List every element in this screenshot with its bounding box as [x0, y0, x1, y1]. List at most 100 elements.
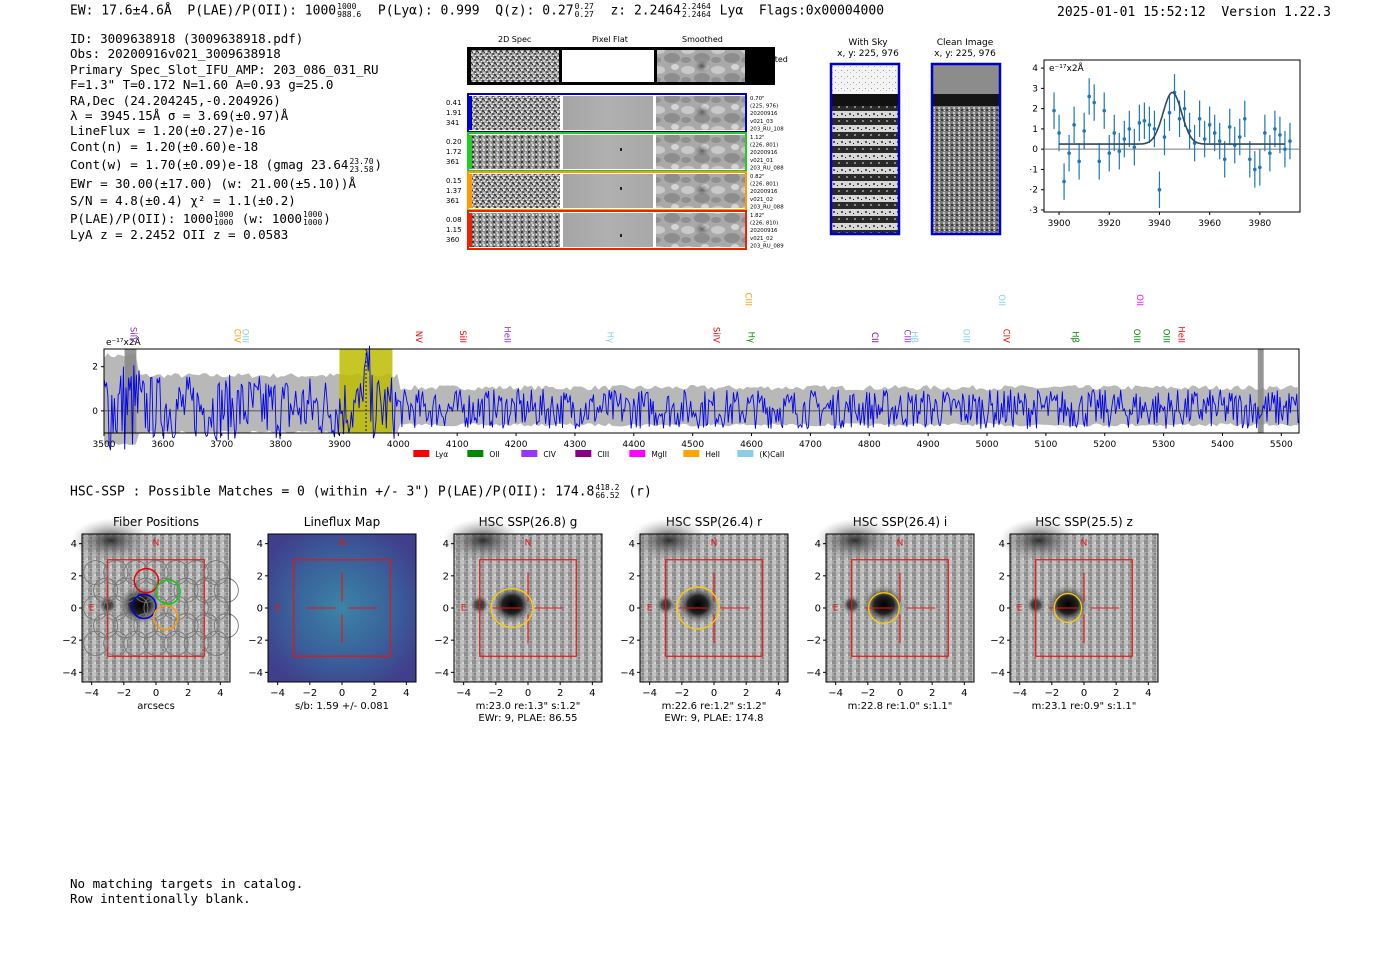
clean-image	[930, 62, 1002, 236]
fiber-circle	[83, 630, 109, 656]
compass-north: N	[711, 538, 718, 548]
cutout-col-smooth: Smoothed	[682, 35, 723, 44]
fiber-circle	[213, 613, 239, 639]
zoom-point	[1127, 127, 1132, 131]
clean-image-title: Clean Image x, y: 225, 976	[934, 38, 996, 59]
cutout-row-weight: 341	[446, 119, 459, 127]
spectrum-xtick-label: 3600	[151, 440, 174, 450]
zoom-frame	[1043, 59, 1301, 213]
spectrum-line-label: OIII	[1131, 329, 1141, 343]
spectrum-noise-envelope	[104, 353, 1298, 446]
zoom-ytick-label: −3	[1030, 206, 1038, 216]
zoom-fit-curve	[1059, 91, 1285, 145]
spectrum-xtick-label: 4100	[446, 440, 469, 450]
zoom-point	[1092, 100, 1096, 105]
zoom-point	[1052, 108, 1056, 113]
spectrum-legend-swatch	[575, 450, 592, 457]
zoom-ytick-label: 1	[1032, 125, 1038, 135]
spectrum-line-label: CII	[869, 332, 879, 343]
spectrum-line-label: OII	[1134, 294, 1144, 306]
cutout-col-flat: Pixel Flat	[592, 35, 628, 44]
info-id: ID: 3009638918 (3009638918.pdf)	[70, 31, 304, 46]
compass-north: N	[525, 538, 532, 548]
fiber-circle	[203, 560, 229, 586]
panel-ytick-label: −2	[620, 636, 635, 647]
compass-north: N	[897, 538, 904, 548]
spectrum-line-label: OII	[996, 294, 1006, 306]
aperture-box	[1035, 559, 1133, 657]
zoom-point	[1227, 125, 1232, 129]
panel-xtick-label: −2	[302, 688, 317, 699]
cutout-row-label: 203_RU_089	[750, 243, 784, 249]
spectrum-line-label: NV	[413, 331, 423, 343]
cutout-row-label: 1.82"	[750, 213, 764, 219]
panel-xtick-label: 2	[371, 688, 377, 699]
cutout-row-weight: 1.15	[446, 226, 462, 234]
source-ellipse	[867, 592, 900, 624]
spectrum-unit-label: e⁻¹⁷x2Å	[106, 336, 142, 348]
zoom-xtick-label: 3960	[1198, 219, 1221, 229]
fiber-circle	[123, 560, 149, 586]
neighbor-source	[442, 518, 523, 563]
compass-east: E	[275, 603, 281, 613]
panel-caption: m:22.8 re:1.0" s:1.1"	[848, 701, 953, 712]
panel-caption: arcsecs	[137, 701, 175, 712]
cutout-row-label: (226, 801)	[750, 182, 778, 188]
info-lambda: λ = 3945.15Å σ = 3.69(±0.97)Å	[70, 108, 289, 124]
header-qz: Q(z): 0.27	[495, 3, 574, 19]
spectrum-mask-left	[124, 349, 137, 433]
cutout-row-3: 0.15 1.37 361 0.82" (226, 801)20200916 v021_0…	[446, 171, 784, 211]
cutout-row-label: v021_03	[750, 119, 773, 125]
cutout-row-label: 20200916	[750, 111, 778, 117]
panel-xtick-label: −2	[116, 688, 131, 699]
panel-xtick-label: −4	[84, 688, 99, 699]
panel-xtick-label: 4	[775, 688, 781, 699]
zoom-point	[1263, 131, 1267, 135]
cutout-row-label: v021_02	[750, 197, 773, 203]
fiber-circle	[163, 560, 189, 586]
fiber-circle	[103, 595, 129, 621]
spectrum-legend-label: CIV	[543, 450, 556, 459]
spectrum-xtick-label: 4800	[858, 440, 881, 450]
zoom-point	[1097, 159, 1102, 164]
target-source	[489, 584, 534, 625]
header-datetime-version: 2025-01-01 15:52:12 Version 1.22.3	[1057, 5, 1331, 20]
panel-ytick-label: 4	[815, 539, 821, 550]
panel-caption-2: EWr: 9, PLAE: 86.55	[478, 713, 577, 724]
cutout-row-label: v021_01	[750, 158, 773, 164]
zoom-point	[1202, 137, 1207, 141]
target-source	[1045, 584, 1090, 625]
cutout-row-weight: 361	[446, 197, 459, 205]
fiber-highlight	[155, 579, 181, 605]
spectrum-xtick-label: 3500	[93, 440, 116, 450]
panel-ytick-label: 4	[257, 539, 263, 550]
zoom-point	[1182, 106, 1187, 111]
header-plae-frac: 1000 988.6	[337, 2, 362, 19]
zoom-line-chart: 4 3 2 1 0 −1 −2 −3 3900 3920 3940 3960 3980 e⁻¹⁷x2Å	[1030, 59, 1301, 229]
cutout-row-label: 203_RU_108	[750, 126, 784, 132]
panel-ytick-label: −4	[620, 668, 635, 679]
footer-line1: No matching targets in catalog.	[70, 876, 304, 891]
aperture-box	[665, 559, 763, 657]
cutout-row-label: 203_RU_088	[750, 165, 784, 171]
header-z: z: 2.2464	[610, 3, 681, 19]
zoom-point	[1067, 151, 1071, 156]
spectrum-line-label: OIII	[1161, 329, 1171, 343]
panel-caption: m:22.6 re:1.2" s:1.2"	[662, 701, 767, 712]
fiber-circle	[193, 577, 219, 603]
info-radec: RA,Dec (24.204245,-0.204926)	[70, 92, 281, 108]
spectrum-xtick-label: 5500	[1270, 440, 1293, 450]
zoom-point	[1222, 157, 1227, 162]
zoom-point	[1177, 116, 1182, 121]
spectrum-xtick-label: 3700	[210, 440, 233, 450]
lineflux-image	[268, 534, 416, 682]
header-qz-frac: 0.27 0.27	[574, 2, 594, 19]
header-flags: Flags:0x00004000	[758, 3, 885, 19]
spectrum-xtick-label: 4000	[387, 440, 410, 450]
cutout-row-4: 0.08 1.15 360 1.82" (226, 810)20200916 v021_0…	[446, 210, 784, 250]
zoom-point	[1167, 110, 1172, 115]
cutout-row-weight: 1.37	[446, 187, 462, 195]
cutout-row-2: 0.20 1.72 361 1.12" (226, 801)20200916 v021_0…	[446, 132, 784, 172]
